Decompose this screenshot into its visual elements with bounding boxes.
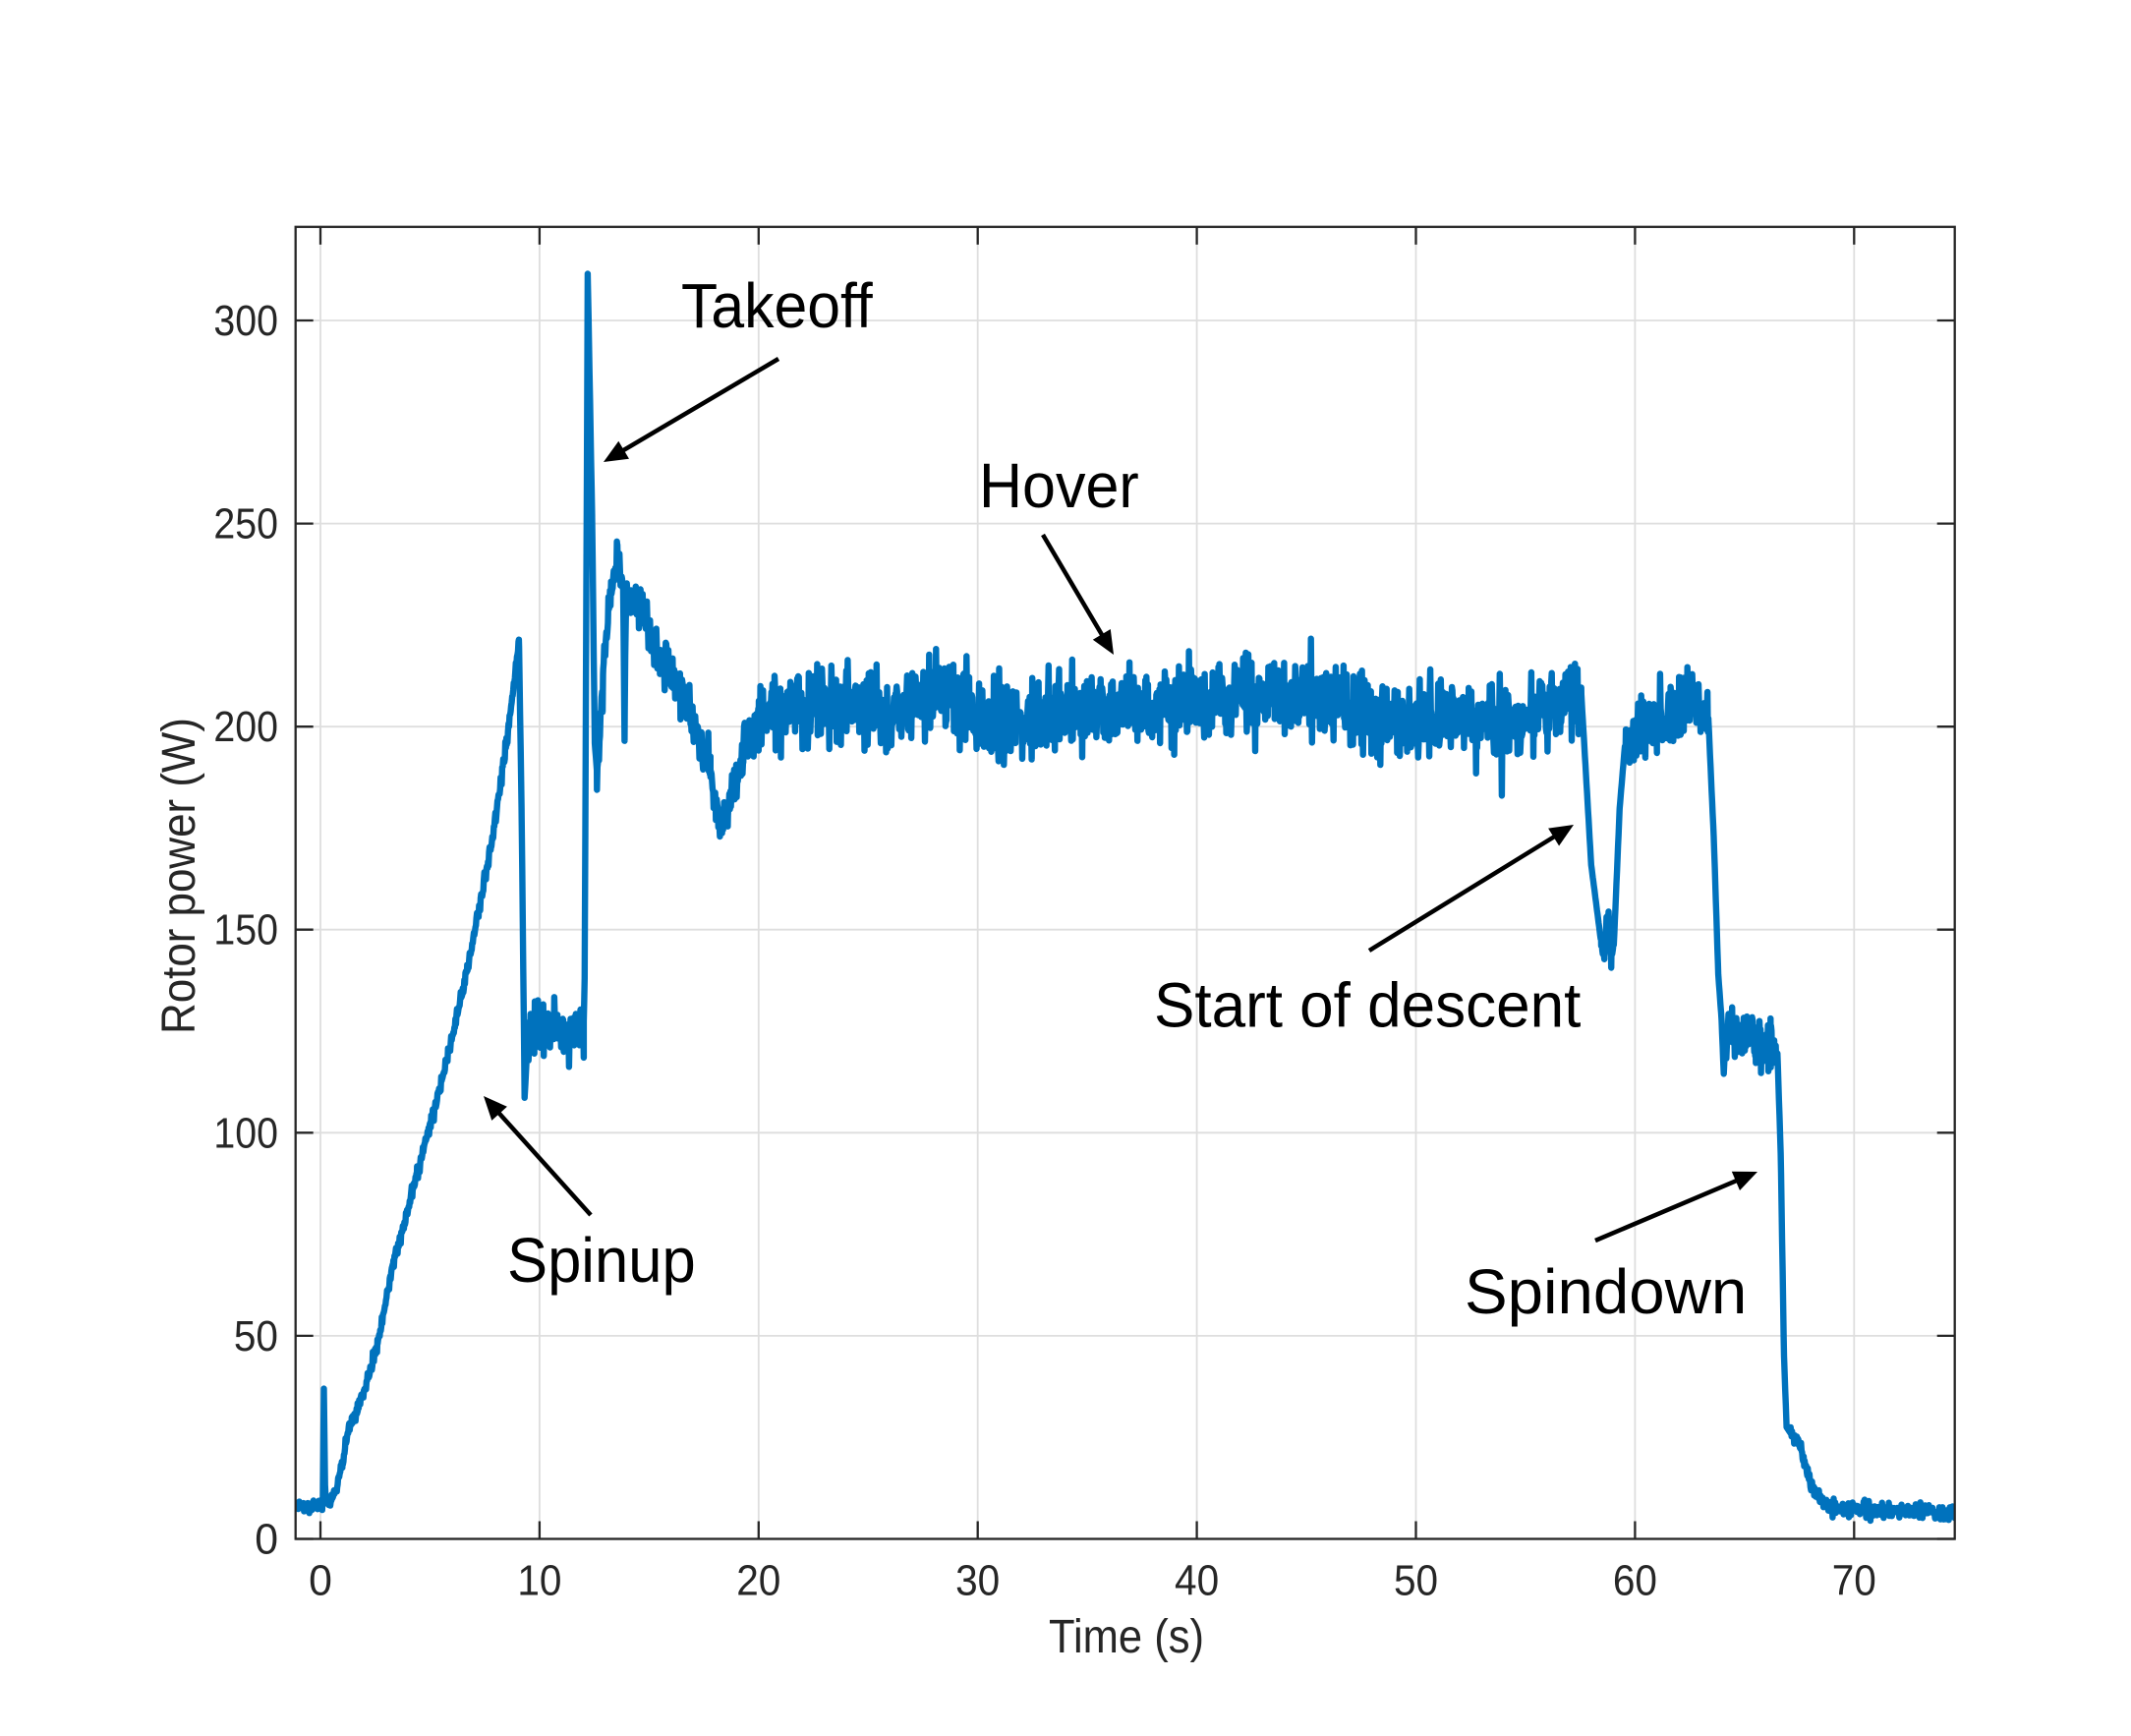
svg-text:Start of descent: Start of descent xyxy=(1154,970,1582,1041)
svg-text:300: 300 xyxy=(213,297,278,345)
svg-text:0: 0 xyxy=(255,1516,278,1564)
svg-text:150: 150 xyxy=(213,906,278,955)
svg-text:30: 30 xyxy=(955,1557,1000,1605)
svg-text:50: 50 xyxy=(1394,1557,1438,1605)
svg-text:Spinup: Spinup xyxy=(507,1225,696,1296)
svg-text:Time (s): Time (s) xyxy=(1049,1611,1204,1663)
svg-text:10: 10 xyxy=(517,1557,561,1605)
svg-text:Spindown: Spindown xyxy=(1465,1256,1747,1327)
svg-text:200: 200 xyxy=(213,703,278,751)
svg-text:20: 20 xyxy=(736,1557,780,1605)
svg-text:Rotor power (W): Rotor power (W) xyxy=(153,718,205,1034)
svg-text:100: 100 xyxy=(213,1109,278,1157)
svg-text:250: 250 xyxy=(213,500,278,549)
svg-text:70: 70 xyxy=(1832,1557,1876,1605)
svg-text:40: 40 xyxy=(1175,1557,1219,1605)
svg-text:Takeoff: Takeoff xyxy=(681,270,873,341)
svg-text:0: 0 xyxy=(309,1557,332,1605)
svg-text:50: 50 xyxy=(234,1312,278,1360)
svg-text:Hover: Hover xyxy=(979,450,1139,521)
svg-text:60: 60 xyxy=(1613,1557,1657,1605)
